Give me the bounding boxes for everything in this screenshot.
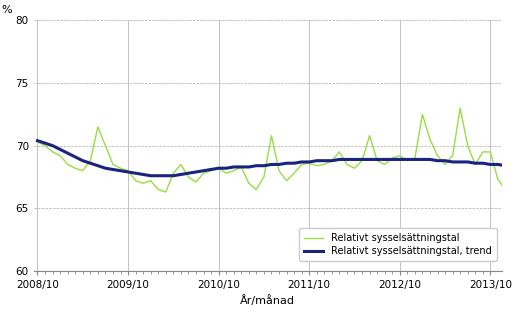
Relativt sysselsättningstal, trend [147, 174, 154, 178]
Relativt sysselsättningstal [344, 163, 350, 166]
Relativt sysselsättningstal [223, 171, 229, 175]
Relativt sysselsättningstal [381, 163, 388, 166]
Legend: Relativt sysselsättningstal, Relativt sysselsättningstal, trend: Relativt sysselsättningstal, Relativt sy… [299, 228, 497, 261]
Line: Relativt sysselsättningstal: Relativt sysselsättningstal [37, 108, 519, 192]
Relativt sysselsättningstal, trend [344, 158, 350, 161]
Relativt sysselsättningstal, trend [223, 166, 229, 170]
Relativt sysselsättningstal [34, 140, 40, 144]
Relativt sysselsättningstal, trend [404, 158, 411, 161]
Relativt sysselsättningstal [110, 163, 116, 166]
X-axis label: År/månad: År/månad [240, 295, 295, 306]
Relativt sysselsättningstal, trend [34, 139, 40, 143]
Text: %: % [1, 5, 11, 15]
Relativt sysselsättningstal, trend [110, 168, 116, 171]
Relativt sysselsättningstal [162, 190, 169, 194]
Relativt sysselsättningstal, trend [381, 158, 388, 161]
Line: Relativt sysselsättningstal, trend: Relativt sysselsättningstal, trend [37, 141, 519, 176]
Relativt sysselsättningstal, trend [170, 174, 176, 178]
Relativt sysselsättningstal [404, 159, 411, 163]
Relativt sysselsättningstal [457, 106, 463, 110]
